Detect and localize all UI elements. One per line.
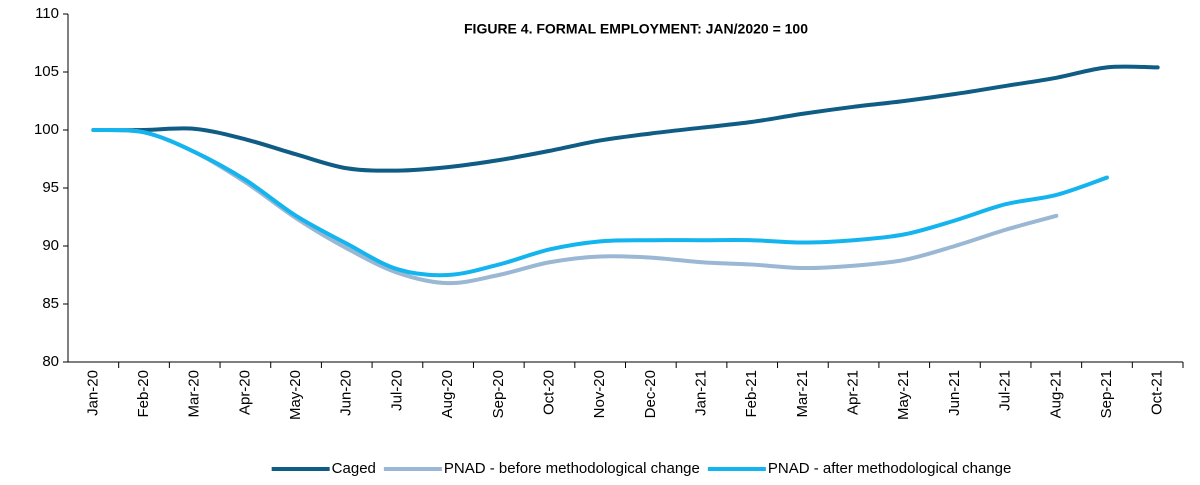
y-tick-label: 95 — [42, 179, 59, 196]
x-tick-label: Oct-21 — [1149, 370, 1166, 415]
y-tick-label: 80 — [42, 353, 59, 370]
x-tick-label: Oct-20 — [540, 370, 557, 415]
y-tick-label: 90 — [42, 237, 59, 254]
x-tick-label: Jan-21 — [692, 370, 709, 416]
legend-label: PNAD - after methodological change — [768, 460, 1011, 477]
x-tick-label: Apr-21 — [845, 370, 862, 415]
y-tick-label: 85 — [42, 295, 59, 312]
x-tick-label: Sep-20 — [490, 370, 507, 418]
x-tick-label: May-20 — [287, 370, 304, 420]
series-line — [91, 64, 1160, 173]
series-line — [91, 127, 1109, 278]
legend: Caged PNAD - before methodological change… — [271, 460, 1011, 477]
x-tick-label: Jan-20 — [84, 370, 101, 416]
x-tick-label: Jun-20 — [338, 370, 355, 416]
x-tick-label: Aug-20 — [439, 370, 456, 418]
x-tick-label: Sep-21 — [1098, 370, 1115, 418]
legend-label: PNAD - before methodological change — [444, 460, 700, 477]
y-tick-label: 105 — [34, 63, 59, 80]
x-tick-label: Feb-20 — [135, 370, 152, 418]
x-tick-label: Mar-21 — [794, 370, 811, 418]
series-line — [91, 127, 1059, 286]
legend-label: Caged — [332, 460, 376, 477]
x-tick-label: Dec-20 — [642, 370, 659, 418]
chart-title: FIGURE 4. FORMAL EMPLOYMENT: JAN/2020 = … — [464, 21, 808, 37]
x-tick-label: Mar-20 — [186, 370, 203, 418]
x-tick-label: Feb-21 — [743, 370, 760, 418]
x-tick-label: Jul-21 — [997, 370, 1014, 411]
x-tick-label: Apr-20 — [236, 370, 253, 415]
y-tick-label: 110 — [35, 5, 59, 22]
x-tick-label: Nov-20 — [591, 370, 608, 418]
x-tick-label: Jul-20 — [388, 370, 405, 411]
x-tick-label: May-21 — [895, 370, 912, 420]
x-tick-label: Jun-21 — [946, 370, 963, 416]
y-tick-label: 100 — [34, 121, 59, 138]
x-tick-label: Aug-21 — [1047, 370, 1064, 418]
